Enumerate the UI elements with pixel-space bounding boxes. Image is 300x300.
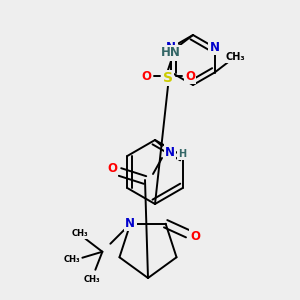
Text: O: O [185, 70, 195, 83]
Text: HN: HN [161, 46, 181, 59]
Text: CH₃: CH₃ [84, 275, 101, 284]
Text: CH₃: CH₃ [64, 255, 81, 264]
Text: CH₃: CH₃ [72, 229, 89, 238]
Text: S: S [163, 71, 173, 85]
Text: H: H [178, 149, 186, 159]
Text: N: N [165, 146, 175, 158]
Text: N: N [125, 217, 135, 230]
Text: N: N [166, 41, 176, 54]
Text: N: N [210, 41, 220, 54]
Text: CH₃: CH₃ [226, 52, 245, 62]
Text: O: O [141, 70, 151, 83]
Text: O: O [190, 230, 201, 243]
Text: O: O [107, 163, 117, 176]
